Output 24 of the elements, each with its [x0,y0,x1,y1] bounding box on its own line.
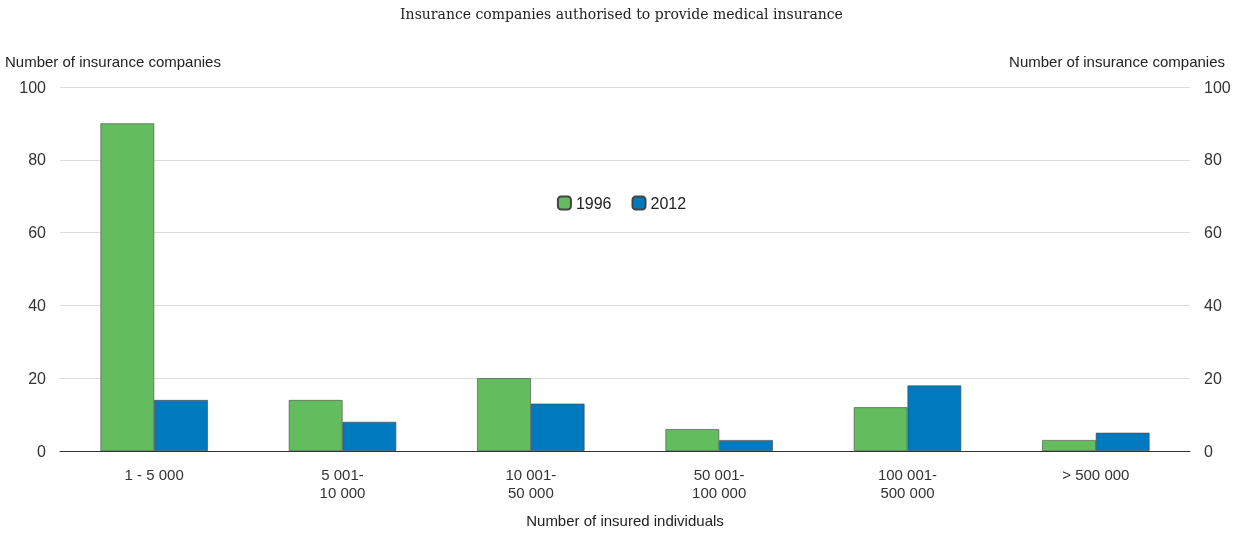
y2-tick-label: 20 [1204,369,1222,387]
y2-tick-label: 100 [1204,78,1231,96]
x-tick-label: 1 - 5 000 [124,465,184,483]
y-tick-label: 0 [37,442,47,460]
x-tick-label: 10 001- 50 000 [505,465,557,501]
legend-label: 1996 [575,194,612,212]
y2-tick-label: 80 [1204,151,1222,169]
y-tick-label: 60 [28,224,47,242]
chart-subtitle: Insurance companies authorised to provide medical insurance [400,6,843,22]
y-axis-title: Number of insurance companies [5,53,221,70]
y-tick-label: 80 [28,151,47,169]
x-tick-label: > 500 000 [1062,465,1130,483]
y2-tick-label: 40 [1204,296,1222,314]
y2-tick-label: 60 [1204,224,1222,242]
x-tick-label: 50 001- 100 000 [692,465,747,501]
y2-axis-title: Number of insurance companies [1009,53,1225,70]
y2-tick-label: 0 [1204,442,1213,460]
x-tick-label: 5 001- 10 000 [319,465,366,501]
y-tick-label: 40 [28,296,47,314]
y-tick-label: 100 [19,78,47,96]
legend-label: 2012 [650,194,687,212]
x-tick-label: 100 001- 500 000 [877,465,938,501]
x-axis-title: Number of insured individuals [526,512,724,529]
y-tick-label: 20 [28,369,47,387]
